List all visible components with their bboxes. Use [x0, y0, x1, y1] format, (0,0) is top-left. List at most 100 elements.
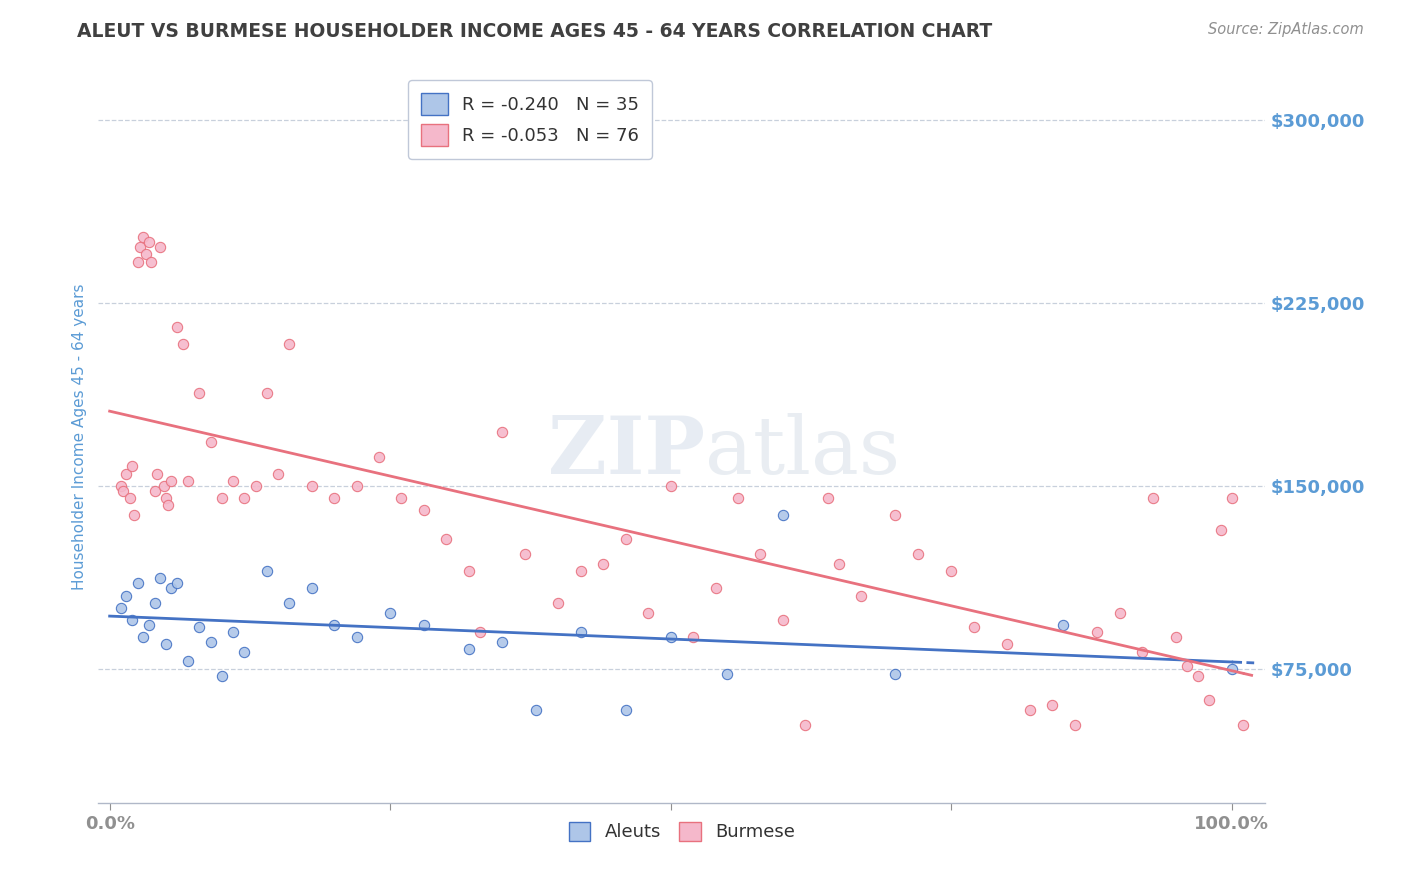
- Point: [389, 491, 412, 505]
- Point: [127, 254, 149, 268]
- Point: [457, 564, 479, 578]
- Point: [129, 240, 152, 254]
- Point: [132, 630, 155, 644]
- Point: [152, 479, 174, 493]
- Point: [817, 491, 839, 505]
- Point: [772, 508, 794, 522]
- Point: [346, 479, 368, 493]
- Point: [267, 467, 290, 481]
- Point: [188, 620, 211, 634]
- Point: [772, 613, 794, 627]
- Point: [166, 576, 188, 591]
- Point: [614, 533, 637, 547]
- Point: [278, 596, 301, 610]
- Point: [491, 635, 513, 649]
- Point: [118, 491, 141, 505]
- Point: [301, 581, 323, 595]
- Point: [513, 547, 536, 561]
- Y-axis label: Householder Income Ages 45 - 64 years: Householder Income Ages 45 - 64 years: [72, 284, 87, 591]
- Point: [301, 479, 323, 493]
- Point: [851, 589, 873, 603]
- Point: [468, 625, 491, 640]
- Point: [177, 474, 200, 488]
- Point: [1040, 698, 1063, 713]
- Point: [884, 508, 907, 522]
- Point: [659, 479, 682, 493]
- Point: [149, 240, 172, 254]
- Point: [143, 483, 166, 498]
- Point: [1232, 718, 1254, 732]
- Point: [547, 596, 569, 610]
- Point: [222, 474, 245, 488]
- Point: [907, 547, 929, 561]
- Point: [614, 703, 637, 717]
- Point: [149, 572, 172, 586]
- Point: [963, 620, 986, 634]
- Point: [110, 479, 132, 493]
- Point: [124, 508, 146, 522]
- Point: [121, 459, 143, 474]
- Point: [884, 666, 907, 681]
- Point: [637, 606, 659, 620]
- Point: [1063, 718, 1085, 732]
- Point: [127, 576, 149, 591]
- Point: [115, 589, 138, 603]
- Point: [1175, 659, 1198, 673]
- Point: [155, 491, 177, 505]
- Point: [323, 491, 346, 505]
- Point: [749, 547, 772, 561]
- Point: [1130, 645, 1153, 659]
- Point: [121, 613, 143, 627]
- Point: [716, 666, 738, 681]
- Point: [222, 625, 245, 640]
- Point: [434, 533, 457, 547]
- Point: [172, 337, 194, 351]
- Point: [828, 557, 851, 571]
- Point: [323, 617, 346, 632]
- Legend: Aleuts, Burmese: Aleuts, Burmese: [561, 814, 803, 848]
- Point: [491, 425, 513, 440]
- Point: [188, 386, 211, 401]
- Point: [592, 557, 614, 571]
- Point: [256, 386, 278, 401]
- Point: [138, 235, 160, 249]
- Point: [1142, 491, 1164, 505]
- Point: [160, 581, 183, 595]
- Text: atlas: atlas: [706, 413, 900, 491]
- Point: [166, 320, 188, 334]
- Point: [155, 637, 177, 651]
- Point: [941, 564, 963, 578]
- Point: [132, 230, 155, 244]
- Point: [110, 600, 132, 615]
- Point: [704, 581, 727, 595]
- Point: [569, 625, 592, 640]
- Point: [380, 606, 402, 620]
- Point: [682, 630, 704, 644]
- Point: [245, 479, 267, 493]
- Point: [233, 491, 256, 505]
- Point: [138, 617, 160, 632]
- Point: [1220, 491, 1243, 505]
- Point: [412, 503, 434, 517]
- Point: [524, 703, 547, 717]
- Point: [200, 635, 222, 649]
- Point: [177, 654, 200, 668]
- Point: [412, 617, 434, 632]
- Text: Source: ZipAtlas.com: Source: ZipAtlas.com: [1208, 22, 1364, 37]
- Point: [368, 450, 391, 464]
- Point: [1164, 630, 1187, 644]
- Point: [200, 434, 222, 449]
- Point: [1209, 523, 1232, 537]
- Point: [156, 499, 179, 513]
- Point: [146, 467, 169, 481]
- Point: [112, 483, 135, 498]
- Point: [233, 645, 256, 659]
- Point: [569, 564, 592, 578]
- Point: [727, 491, 749, 505]
- Point: [1085, 625, 1108, 640]
- Point: [160, 474, 183, 488]
- Point: [794, 718, 817, 732]
- Point: [143, 596, 166, 610]
- Point: [659, 630, 682, 644]
- Point: [995, 637, 1018, 651]
